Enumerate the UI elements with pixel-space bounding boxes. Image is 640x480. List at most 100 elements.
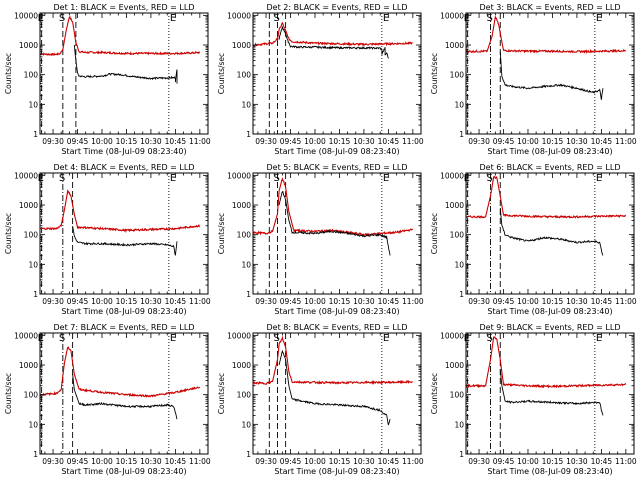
x-tick-label: 09:45 [493, 457, 515, 466]
plot-frame [39, 12, 209, 135]
x-tick-label: 09:30 [42, 137, 64, 146]
lld-series-line [40, 346, 201, 398]
y-tick-label: 10000 [14, 171, 38, 180]
marker-label-start: S [486, 333, 492, 344]
marker-label-start: S [486, 173, 492, 184]
x-axis-label: Start Time (08-Jul-09 08:23:40) [61, 307, 186, 316]
marker-label-end: E [383, 333, 389, 344]
panel-title: Det 1: BLACK = Events, RED = LLD [54, 3, 195, 12]
y-tick-label: 10 [454, 100, 464, 109]
y-axis-label: Counts/sec [430, 213, 439, 254]
y-tick-label: 1000 [232, 361, 251, 370]
x-axis-label: Start Time (08-Jul-09 08:23:40) [487, 307, 612, 316]
events-series-line [278, 25, 389, 59]
y-tick-label: 10 [241, 420, 251, 429]
y-tick-label: 10000 [440, 11, 464, 20]
x-tick-label: 11:00 [615, 457, 637, 466]
x-tick-label: 10:15 [542, 297, 564, 306]
marker-label-start: S [273, 13, 279, 24]
y-tick-label: 100 [237, 391, 252, 400]
y-tick-label: 10000 [440, 331, 464, 340]
x-tick-label: 10:00 [91, 137, 113, 146]
x-tick-label: 10:00 [304, 297, 326, 306]
x-tick-label: 10:30 [140, 297, 162, 306]
x-tick-label: 09:45 [493, 297, 515, 306]
y-axis-label: Counts/sec [4, 53, 13, 94]
plot-frame [465, 172, 635, 295]
x-tick-label: 09:30 [255, 457, 277, 466]
y-tick-label: 1000 [19, 201, 38, 210]
marker-label-start: S [59, 333, 65, 344]
x-tick-label: 10:45 [165, 457, 187, 466]
x-tick-label: 11:00 [402, 457, 424, 466]
y-tick-label: 1000 [445, 361, 464, 370]
lld-series-line [40, 188, 201, 234]
x-axis-label: Start Time (08-Jul-09 08:23:40) [61, 467, 186, 476]
lld-series-line [466, 336, 627, 389]
x-tick-label: 10:30 [566, 137, 588, 146]
panel-title: Det 9: BLACK = Events, RED = LLD [480, 323, 621, 332]
x-tick-label: 10:45 [378, 297, 400, 306]
x-tick-label: 09:45 [67, 457, 89, 466]
x-tick-label: 10:30 [566, 297, 588, 306]
y-tick-label: 100 [237, 71, 252, 80]
y-tick-label: 10000 [14, 11, 38, 20]
marker-label-start: S [59, 173, 65, 184]
y-tick-label: 1000 [19, 361, 38, 370]
x-tick-label: 11:00 [189, 457, 211, 466]
x-tick-label: 11:00 [615, 297, 637, 306]
y-tick-label: 10 [241, 100, 251, 109]
y-tick-label: 1 [246, 130, 251, 139]
y-tick-label: 1 [246, 450, 251, 459]
lld-series-line [40, 15, 201, 57]
plot-frame [39, 332, 209, 455]
x-tick-label: 09:45 [67, 297, 89, 306]
y-tick-label: 1 [33, 290, 38, 299]
x-tick-label: 09:30 [42, 297, 64, 306]
x-tick-label: 11:00 [189, 137, 211, 146]
marker-label-start: S [273, 333, 279, 344]
plot-frame [465, 12, 635, 135]
y-tick-label: 1000 [232, 41, 251, 50]
x-tick-label: 10:15 [329, 297, 351, 306]
x-tick-label: 09:30 [255, 297, 277, 306]
y-tick-label: 1 [459, 130, 464, 139]
x-tick-label: 09:45 [280, 297, 302, 306]
x-tick-label: 10:30 [140, 457, 162, 466]
lld-series-line [253, 335, 413, 385]
x-tick-label: 10:45 [378, 457, 400, 466]
events-series-line [499, 51, 604, 100]
x-tick-label: 09:45 [67, 137, 89, 146]
y-tick-label: 10000 [14, 331, 38, 340]
x-tick-label: 10:00 [517, 137, 539, 146]
x-tick-label: 09:30 [468, 137, 490, 146]
marker-label-start: S [59, 13, 65, 24]
marker-label-start: S [486, 13, 492, 24]
marker-label-end: E [596, 13, 602, 24]
x-tick-label: 09:30 [468, 457, 490, 466]
y-tick-label: 10 [454, 260, 464, 269]
x-tick-label: 10:00 [91, 457, 113, 466]
x-axis-label: Start Time (08-Jul-09 08:23:40) [274, 147, 399, 156]
x-tick-label: 10:00 [517, 297, 539, 306]
panel-title: Det 7: BLACK = Events, RED = LLD [54, 323, 195, 332]
events-series-line [72, 373, 178, 420]
events-series-line [278, 191, 391, 256]
y-tick-label: 100 [24, 391, 39, 400]
y-axis-label: Counts/sec [430, 373, 439, 414]
plot-frame [252, 12, 422, 135]
events-series-line [499, 369, 604, 416]
x-tick-label: 10:30 [566, 457, 588, 466]
marker-label-end: E [596, 333, 602, 344]
marker-label-end: E [596, 173, 602, 184]
x-tick-label: 10:45 [591, 137, 613, 146]
x-tick-label: 09:30 [468, 297, 490, 306]
y-tick-label: 100 [237, 231, 252, 240]
panel-title: Det 2: BLACK = Events, RED = LLD [267, 3, 408, 12]
events-series-line [278, 349, 391, 426]
x-axis-label: Start Time (08-Jul-09 08:23:40) [61, 147, 186, 156]
